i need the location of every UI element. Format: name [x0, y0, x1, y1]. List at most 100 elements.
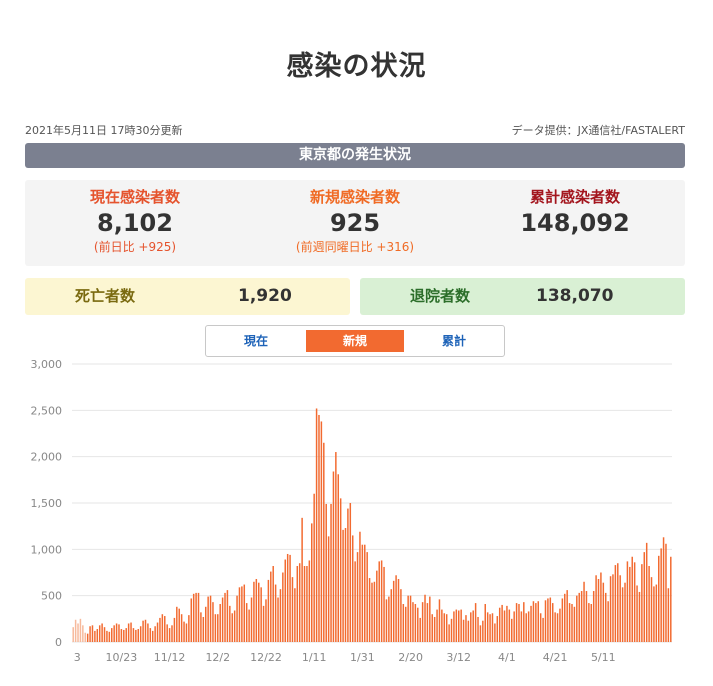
bar [347, 508, 349, 642]
bar [508, 609, 511, 642]
bar [407, 595, 409, 642]
bar [147, 623, 149, 642]
y-tick-label: 500 [41, 590, 62, 603]
bar [156, 622, 159, 642]
bar [351, 535, 354, 642]
bar [262, 605, 265, 642]
bar [641, 564, 643, 642]
bar [583, 581, 585, 642]
tab-new[interactable]: 新規 [306, 330, 404, 352]
x-tick-label: 5/11 [591, 651, 616, 664]
stat-total-label: 累計感染者数 [529, 188, 620, 206]
bar [518, 604, 520, 642]
bar [349, 503, 352, 642]
bar [238, 587, 241, 642]
bar [660, 548, 662, 642]
bar [123, 629, 125, 642]
x-tick-label: 11/12 [154, 651, 186, 664]
bar [520, 611, 523, 642]
deaths-box: 死亡者数 1,920 [25, 278, 350, 315]
bar [120, 629, 123, 642]
bar [421, 602, 424, 642]
bar [385, 599, 388, 642]
bar [390, 589, 393, 642]
bar [604, 592, 607, 642]
bar [79, 618, 82, 642]
stats-panel: 現在感染者数 8,102 (前日比 +925) 新規感染者数 925 (前週同曜… [25, 180, 685, 266]
bar [277, 597, 279, 642]
bar [397, 578, 400, 642]
bar [354, 561, 356, 642]
bar [192, 593, 195, 642]
bar [154, 626, 156, 642]
bar [662, 537, 665, 642]
bar [419, 617, 421, 642]
bar [195, 592, 197, 642]
bar [325, 503, 327, 642]
bar [125, 628, 127, 642]
stat-total: 累計感染者数 148,092 [465, 186, 685, 237]
bar [527, 611, 530, 642]
bar [542, 617, 544, 642]
bar [127, 623, 130, 642]
bar [306, 566, 308, 642]
bar [296, 566, 299, 642]
bar [511, 618, 513, 642]
stat-new: 新規感染者数 925 (前週同曜日比 +316) [245, 186, 465, 255]
stat-new-label: 新規感染者数 [309, 188, 400, 206]
bar [130, 622, 132, 642]
bar [298, 563, 301, 642]
bar [392, 580, 395, 642]
bar [371, 582, 373, 642]
bar [429, 596, 431, 642]
bar [226, 590, 229, 642]
bar [224, 592, 226, 642]
bar [77, 623, 79, 642]
bar [564, 593, 566, 642]
bar [383, 566, 385, 642]
bar [556, 613, 559, 642]
bar [501, 604, 503, 642]
bar [332, 471, 335, 642]
bar [614, 565, 617, 642]
bar [578, 592, 580, 642]
bar [142, 620, 144, 642]
bar [585, 591, 588, 642]
bar [113, 625, 115, 642]
bar [395, 575, 397, 642]
bar [284, 559, 286, 642]
bar [489, 614, 491, 642]
bar [236, 595, 238, 642]
bar [342, 529, 344, 642]
bar [221, 597, 224, 642]
chart-tabs: 現在 新規 累計 [205, 325, 505, 357]
bar [327, 536, 330, 642]
bar [645, 542, 648, 642]
region-banner: 東京都の発生状況 [25, 143, 685, 168]
tab-total[interactable]: 累計 [441, 334, 466, 348]
bar [96, 629, 99, 642]
bar [250, 597, 253, 642]
bar [241, 586, 243, 642]
bar [460, 609, 462, 642]
bar [255, 578, 258, 642]
bar [549, 597, 552, 642]
bar [576, 595, 578, 642]
bar [82, 625, 84, 642]
x-tick-label: 12/22 [250, 651, 282, 664]
bar [200, 612, 202, 642]
bar [621, 587, 624, 642]
bar [595, 575, 597, 642]
bar [101, 623, 103, 642]
bar [607, 601, 609, 642]
y-tick-label: 1,500 [31, 497, 63, 510]
bar [496, 616, 499, 642]
bar [267, 579, 270, 642]
bar [653, 586, 655, 642]
bar [245, 603, 248, 642]
bar [72, 627, 74, 642]
tab-current[interactable]: 現在 [243, 334, 268, 348]
bar [364, 544, 366, 642]
bar [580, 591, 583, 642]
bar [636, 585, 638, 642]
